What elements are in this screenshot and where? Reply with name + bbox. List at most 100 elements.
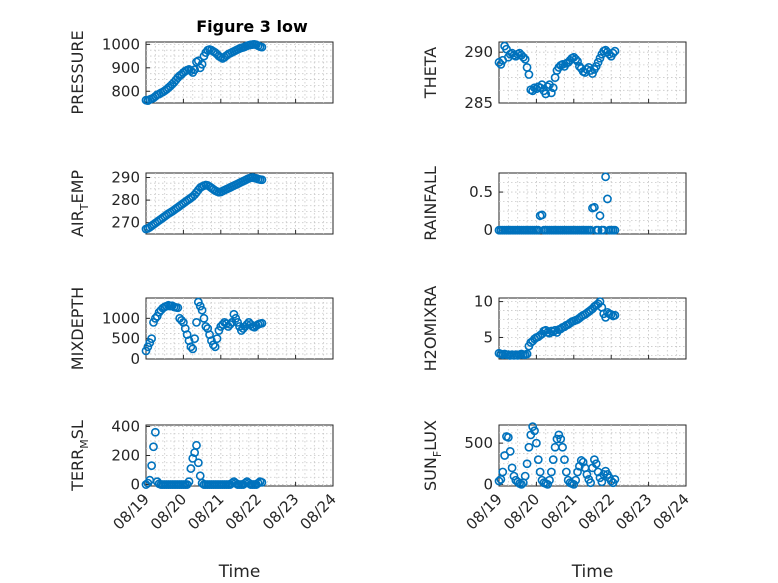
data-point (524, 70, 534, 79)
data-point (520, 54, 530, 64)
data-point (556, 434, 566, 444)
data-point (500, 451, 510, 460)
data-point (582, 470, 592, 479)
data-point (190, 65, 200, 75)
data-point (505, 446, 515, 456)
data-point (193, 297, 203, 307)
data-point (208, 340, 218, 350)
data-point (522, 349, 532, 359)
data-point (576, 456, 586, 465)
subplot-6: 5 10 H2OMIXRA (421, 286, 687, 372)
x-tick-label: 08/19 (463, 490, 506, 533)
data-point (610, 225, 620, 235)
x-tick-label: 08/21 (537, 490, 580, 533)
data-point (588, 69, 597, 78)
data-point (610, 310, 620, 320)
data-point (145, 338, 155, 348)
data-point (591, 62, 601, 71)
data-point (603, 194, 612, 204)
data-point (543, 479, 553, 489)
y-axis-label: SUNFLUX (421, 420, 444, 491)
y-axis-label: AIRTEMP (68, 170, 91, 237)
data-point (184, 477, 194, 487)
data-point (257, 477, 267, 487)
data-point (496, 59, 506, 69)
x-tick-label: 08/20 (500, 490, 543, 533)
data-point (207, 336, 216, 346)
data-point (186, 342, 196, 352)
data-point (569, 479, 579, 489)
data-point (257, 318, 267, 328)
data-point (595, 211, 605, 221)
data-point (522, 459, 532, 469)
data-point (149, 442, 158, 452)
data-point (188, 454, 198, 463)
data-point (150, 427, 160, 437)
y-axis-label: H2OMIXRA (421, 286, 440, 372)
y-axis-label: TERRMSL (68, 420, 91, 492)
data-point (554, 430, 564, 440)
data-point (530, 426, 539, 436)
y-tick-label: 5 (483, 328, 493, 346)
data-point (595, 53, 605, 63)
x-axis-label: Time (571, 562, 614, 582)
axes-frame (498, 424, 687, 487)
x-tick-label: 08/19 (110, 490, 153, 533)
data-point (517, 479, 526, 489)
x-tick-label: 08/20 (147, 490, 190, 533)
data-point (149, 317, 158, 327)
data-point (152, 311, 162, 321)
x-tick-label: 08/22 (222, 490, 265, 533)
x-axis-label: Time (218, 562, 261, 582)
x-tick-label: 08/23 (259, 490, 302, 533)
subplot-4: 0 0.5 RAINFALL (421, 166, 687, 241)
y-tick-label: 285 (464, 94, 493, 112)
data-point (177, 315, 186, 325)
data-point (201, 322, 211, 331)
y-tick-label: 0 (130, 350, 140, 368)
data-point (543, 82, 553, 92)
data-point (199, 313, 209, 323)
data-point (546, 88, 556, 98)
y-tick-label: 290 (111, 169, 140, 187)
data-point (528, 422, 538, 432)
data-point (197, 305, 207, 315)
data-point (558, 442, 567, 452)
data-point (150, 313, 160, 323)
data-point (188, 344, 198, 354)
data-point (578, 457, 588, 467)
data-point (571, 475, 581, 485)
y-axis-label: RAINFALL (421, 166, 440, 241)
data-point (608, 48, 618, 58)
data-point (552, 434, 562, 444)
data-point (533, 455, 543, 465)
data-point (606, 310, 616, 319)
data-point (558, 59, 567, 69)
data-point (186, 464, 196, 473)
data-point (192, 440, 201, 450)
y-tick-label: 290 (464, 43, 493, 61)
y-axis-label: PRESSURE (68, 30, 87, 114)
data-point (537, 210, 547, 220)
data-point (257, 42, 267, 52)
data-point (186, 66, 196, 76)
data-point (548, 327, 558, 337)
data-point (233, 317, 243, 327)
subplot-1: 800 900 1000 PRESSURE (68, 30, 334, 115)
data-point (550, 325, 560, 335)
y-axis-label: THETA (421, 47, 440, 99)
y-tick-label: 800 (111, 82, 140, 100)
data-point (231, 313, 241, 323)
data-point (591, 459, 601, 469)
data-point (173, 303, 183, 313)
data-point (545, 475, 554, 485)
data-point (520, 471, 530, 481)
data-point (610, 475, 620, 484)
data-point (229, 309, 239, 319)
data-point (561, 467, 571, 477)
data-point (190, 334, 200, 344)
data-point (193, 458, 203, 468)
data-point (503, 432, 513, 442)
